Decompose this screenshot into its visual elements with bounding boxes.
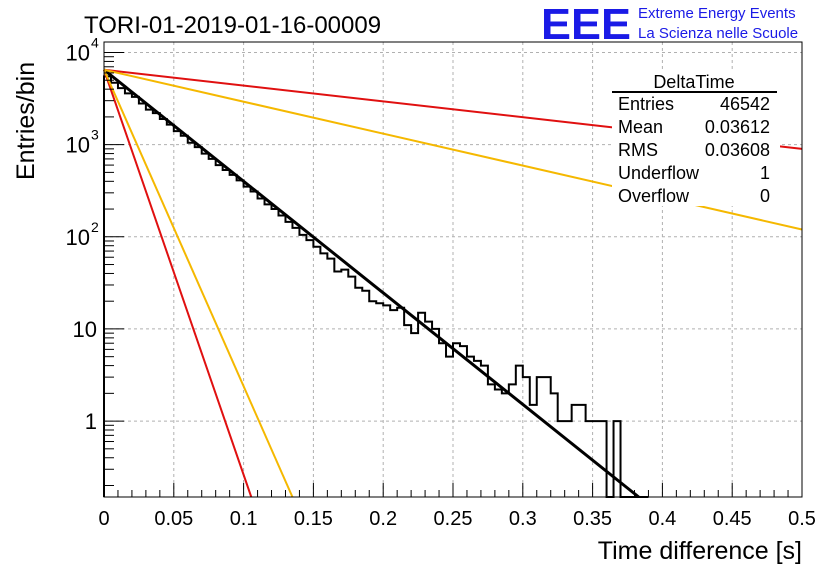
- stats-row-value: 1: [760, 163, 770, 183]
- x-axis-label: Time difference [s]: [598, 537, 802, 565]
- eee-logo-line2: La Scienza nelle Scuole: [638, 25, 798, 42]
- fit-line: [103, 69, 253, 498]
- x-tick-label: 0.05: [154, 508, 193, 530]
- y-tick-label: 10: [66, 133, 90, 158]
- stats-row-value: 46542: [720, 94, 770, 114]
- x-tick-label: 0.25: [434, 508, 473, 530]
- eee-logo: EEE Extreme Energy Events La Scienza nel…: [541, 0, 798, 49]
- x-tick-label: 0.45: [713, 508, 752, 530]
- fit-line: [103, 69, 294, 498]
- stats-row-value: 0.03608: [705, 140, 770, 160]
- y-tick-label: 10: [66, 225, 90, 250]
- stats-rows: Entries 46542 Mean 0.03612 RMS 0.03608Underfl…: [618, 94, 770, 206]
- stats-box: DeltaTime Entries 46542 Mean 0.03612 RMS 0.03…: [612, 70, 780, 206]
- fit-line: [103, 68, 640, 499]
- stats-title: DeltaTime: [653, 72, 734, 92]
- stats-row-label: Overflow: [618, 186, 690, 206]
- stats-row-value: 0: [760, 186, 770, 206]
- stats-row-label: Underflow: [618, 163, 700, 183]
- stats-row-value: 0.03612: [705, 117, 770, 137]
- chart-title: TORI-01-2019-01-16-00009: [84, 12, 381, 39]
- y-tick-exponent: 4: [91, 34, 99, 50]
- stats-row-label: RMS: [618, 140, 658, 160]
- histogram-outline: [103, 75, 649, 498]
- x-tick-labels: 0 0.05 0.1 0.15 0.2 0.25 0.3 0.35 0.4 0.45 0.5: [98, 508, 815, 530]
- y-axis-label: Entries/bin: [12, 62, 40, 180]
- x-tick-label: 0.4: [648, 508, 676, 530]
- y-tick-label: 10: [73, 317, 97, 342]
- x-tick-label: 0.15: [294, 508, 333, 530]
- eee-logo-line1: Extreme Energy Events: [638, 5, 796, 22]
- eee-logo-mark: EEE: [541, 0, 631, 49]
- x-tick-label: 0: [98, 508, 109, 530]
- x-tick-label: 0.1: [230, 508, 258, 530]
- y-tick-exponent: 3: [91, 127, 99, 143]
- x-tick-label: 0.35: [573, 508, 612, 530]
- x-tick-label: 0.2: [369, 508, 397, 530]
- stats-row-label: Entries: [618, 94, 674, 114]
- x-tick-label: 0.5: [788, 508, 816, 530]
- y-tick-exponent: 2: [91, 219, 99, 235]
- y-tick-label: 10: [66, 40, 90, 65]
- stats-row-label: Mean: [618, 117, 663, 137]
- axis-ticks: [103, 51, 803, 497]
- x-tick-label: 0.3: [509, 508, 537, 530]
- histogram: [103, 75, 649, 498]
- y-tick-label: 1: [85, 409, 97, 434]
